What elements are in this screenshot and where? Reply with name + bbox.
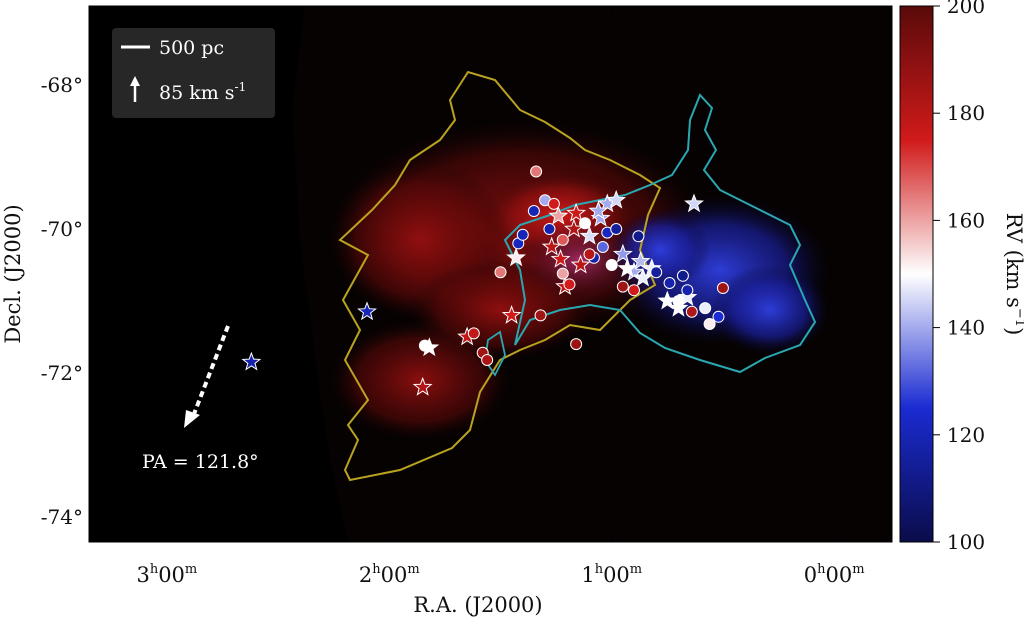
colorbar: [899, 5, 934, 543]
star-point: [506, 247, 526, 267]
circle-point: [681, 284, 694, 297]
yellow-contour: [338, 70, 662, 482]
star-point: [241, 351, 262, 371]
colorbar-tick-label: 200: [947, 0, 985, 18]
y-axis-label: Decl. (J2000): [1, 204, 25, 343]
circle-point: [556, 233, 569, 246]
star-point: [570, 254, 591, 274]
pa-label: PA = 121.8°: [142, 451, 259, 473]
circle-point: [605, 259, 618, 272]
star-point: [566, 202, 587, 222]
circle-point: [556, 267, 569, 280]
circle-point: [418, 339, 431, 352]
colorbar-ticks: 200 180 160 140 120 100: [933, 0, 985, 554]
y-tick-label: -70°: [41, 217, 83, 241]
circle-point: [627, 284, 640, 297]
star-point: [677, 286, 698, 306]
pa-arrow: [184, 325, 230, 428]
star-point: [668, 297, 689, 317]
circle-point: [570, 338, 583, 351]
star-point: [606, 189, 627, 209]
circle-point: [543, 223, 556, 236]
x-axis-label: R.A. (J2000): [413, 593, 542, 617]
circle-point: [481, 353, 494, 366]
circle-point: [494, 266, 507, 279]
velocity-label: 85 km s-1: [159, 80, 246, 104]
circle-point: [703, 318, 716, 331]
star-point: [617, 258, 638, 278]
x-tick-label: 0h00m: [804, 562, 865, 587]
scale-label: 500 pc: [159, 37, 224, 59]
plot-frame: [88, 5, 893, 543]
circle-point: [672, 294, 685, 307]
circle-point: [650, 266, 663, 279]
circle-point: [685, 305, 698, 318]
star-point: [630, 250, 651, 270]
y-tick-label: -72°: [41, 361, 83, 385]
colorbar-label: RV (km s−1): [1002, 213, 1024, 336]
cyan-contour: [503, 93, 817, 374]
data-points: [241, 165, 729, 396]
x-tick-label: 3h00m: [136, 562, 197, 587]
star-point: [541, 236, 562, 256]
colorbar-tick-label: 160: [947, 208, 985, 232]
circle-point: [716, 282, 729, 295]
star-point: [550, 248, 571, 268]
circle-point: [699, 302, 712, 315]
circle-point: [712, 310, 725, 323]
circle-point: [596, 241, 609, 254]
x-tick-label: 2h00m: [359, 562, 420, 587]
star-point: [612, 243, 633, 263]
circle-point: [527, 205, 540, 218]
circle-point: [610, 223, 623, 236]
y-tick-label: -68°: [41, 73, 83, 97]
circle-point: [547, 197, 560, 210]
circle-point: [616, 280, 629, 293]
colorbar-tick-label: 180: [947, 101, 985, 125]
star-point: [632, 267, 653, 287]
colorbar-tick-label: 140: [947, 316, 985, 340]
circle-point: [563, 278, 576, 291]
colorbar-tick-label: 100: [947, 530, 985, 554]
y-tick-label: -74°: [41, 505, 83, 529]
circle-point: [467, 327, 480, 340]
circle-point: [579, 217, 592, 230]
circle-point: [663, 276, 676, 289]
circle-point: [530, 165, 543, 178]
star-point: [579, 225, 600, 245]
circle-point: [534, 309, 547, 322]
star-point: [548, 205, 569, 225]
star-point: [412, 376, 433, 396]
velocity-arrow-head: [130, 76, 140, 86]
x-tick-label: 1h00m: [581, 562, 642, 587]
star-point: [501, 304, 522, 324]
velocity-map: [292, 6, 892, 542]
colorbar-tick-label: 120: [947, 423, 985, 447]
legend: 500 pc 85 km s-1: [112, 28, 275, 118]
circle-point: [632, 230, 645, 243]
circle-point: [676, 269, 689, 282]
axes: 3h00m 2h00m 1h00m 0h00m -68° -70° -72° -74°: [41, 6, 892, 587]
star-point: [357, 301, 377, 321]
circle-point: [583, 248, 596, 261]
legend-box: [112, 28, 275, 118]
star-point: [684, 193, 704, 213]
circle-point: [516, 228, 529, 241]
star-point: [588, 200, 609, 220]
